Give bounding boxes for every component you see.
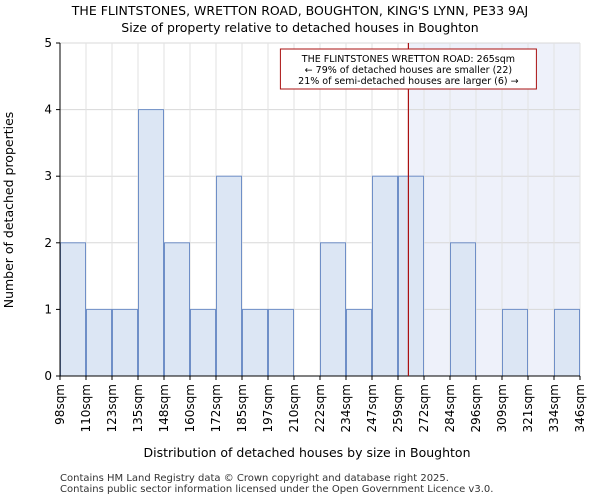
y-axis-label: Number of detached properties [1, 112, 16, 309]
bar [320, 242, 346, 377]
highlight-region [408, 43, 580, 376]
annotation-line2: ← 79% of detached houses are smaller (22… [305, 65, 512, 76]
x-tick-label: 98sqm [53, 384, 67, 425]
y-tick-label: 1 [44, 302, 52, 316]
x-tick-label: 321sqm [521, 384, 535, 432]
y-tick-label: 2 [44, 236, 52, 250]
annotation-rect [279, 48, 537, 90]
x-tick-label: 309sqm [495, 384, 509, 432]
x-tick-label: 160sqm [183, 384, 197, 432]
x-tick-label: 185sqm [235, 384, 249, 432]
bar [112, 308, 138, 377]
bar [242, 308, 268, 377]
y-tick-label: 0 [44, 369, 52, 383]
footer-copyright: Contains HM Land Registry data © Crown c… [60, 473, 449, 484]
x-tick-label: 135sqm [131, 384, 145, 432]
x-tick-label: 197sqm [261, 384, 275, 432]
bar [190, 308, 216, 377]
bar [216, 175, 242, 377]
x-tick-label: 110sqm [79, 384, 93, 432]
footer-licence: Contains public sector information licen… [60, 484, 494, 495]
x-tick-label: 247sqm [365, 384, 379, 432]
annotation-line1: THE FLINTSTONES WRETTON ROAD: 265sqm [301, 54, 515, 65]
bar [268, 308, 294, 377]
x-tick-label: 296sqm [469, 384, 483, 432]
x-tick-label: 210sqm [287, 384, 301, 432]
x-tick-label: 284sqm [443, 384, 457, 432]
bar [60, 242, 86, 377]
bar [346, 308, 372, 377]
annotation-box: THE FLINTSTONES WRETTON ROAD: 265sqm ← 7… [279, 48, 537, 90]
bar [398, 175, 424, 377]
chart-title-line2: Size of property relative to detached ho… [121, 20, 479, 35]
x-tick-label: 148sqm [157, 384, 171, 432]
bar [502, 308, 528, 377]
x-tick-label: 172sqm [209, 384, 223, 432]
bar [164, 242, 190, 377]
x-tick-label: 334sqm [547, 384, 561, 432]
x-tick-label: 259sqm [391, 384, 405, 432]
bar [450, 242, 476, 377]
y-tick-label: 5 [44, 36, 52, 50]
chart-title-line1: THE FLINTSTONES, WRETTON ROAD, BOUGHTON,… [71, 3, 529, 18]
x-tick-label: 234sqm [339, 384, 353, 432]
bar [138, 109, 164, 377]
bar [554, 308, 580, 377]
x-axis-label: Distribution of detached houses by size … [143, 445, 470, 460]
x-tick-label: 346sqm [573, 384, 587, 432]
annotation-line3: 21% of semi-detached houses are larger (… [298, 76, 518, 87]
y-tick-label: 4 [44, 103, 52, 117]
x-tick-label: 123sqm [105, 384, 119, 432]
x-tick-label: 222sqm [313, 384, 327, 432]
x-tick-label: 272sqm [417, 384, 431, 432]
bar [86, 308, 112, 377]
bar [372, 175, 398, 377]
y-tick-label: 3 [44, 169, 52, 183]
